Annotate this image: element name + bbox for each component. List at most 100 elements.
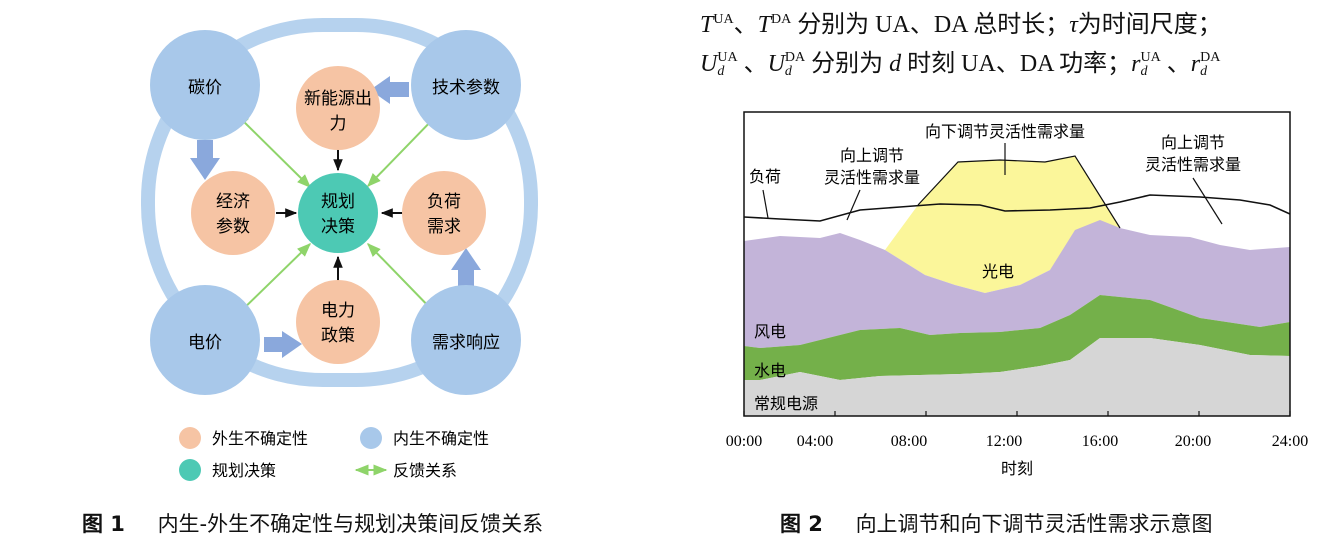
x-tick-label: 08:00	[891, 433, 927, 450]
label-load: 负荷	[749, 167, 781, 186]
symbol-r-da: r	[1190, 51, 1201, 77]
x-tick-label: 24:00	[1272, 433, 1308, 450]
legend-exogenous-swatch	[179, 427, 201, 449]
superscript-ua: UA	[713, 12, 734, 27]
node-power-policy-label-2: 政策	[321, 326, 355, 346]
symbol-r-ua: r	[1131, 51, 1141, 77]
x-tick-label: 16:00	[1082, 433, 1118, 450]
area-wind	[744, 220, 1290, 348]
formula-text: 时刻 UA、DA 功率；	[901, 51, 1132, 77]
node-renewable-output-label-2: 力	[330, 114, 347, 134]
area-hydro	[744, 295, 1290, 380]
label-wind: 风电	[754, 322, 786, 341]
separator: 、	[1160, 51, 1191, 77]
formula-line-1: TUA、TDA 分别为 UA、DA 总时长；τ为时间尺度；	[700, 0, 1222, 45]
curtailment-line	[917, 155, 1121, 229]
subscript-d: d	[784, 64, 792, 80]
figure2-caption: 图 2 向上调节和向下调节灵活性需求示意图	[780, 508, 1213, 538]
x-tick-label: 12:00	[986, 433, 1022, 450]
x-axis	[743, 411, 1291, 416]
figure1-caption-text: 内生-外生不确定性与规划决策间反馈关系	[157, 512, 544, 536]
formula-text: 为时间尺度；	[1077, 12, 1222, 38]
x-tick-label: 00:00	[726, 433, 762, 450]
node-tech-params: 技术参数	[411, 30, 521, 140]
node-economic-params: 经济 参数	[191, 171, 275, 255]
block-arrow-price-to-policy	[264, 331, 302, 358]
node-renewable-output-label-1: 新能源出	[304, 89, 372, 109]
node-planning-decision-label-1: 规划	[321, 192, 355, 212]
block-arrow-tech-to-renewable	[370, 76, 409, 104]
figure1-caption-number: 图 1	[82, 512, 125, 536]
separator: 、	[733, 12, 758, 38]
superscript-da: DA	[784, 50, 806, 66]
area-conventional	[744, 338, 1290, 416]
label-down-flex: 向下调节灵活性需求量	[925, 122, 1085, 141]
superscript-ua: UA	[717, 50, 738, 66]
feedback-arrow-carbon	[235, 113, 311, 188]
pointer-load	[762, 189, 769, 219]
node-renewable-output: 新能源出 力	[296, 66, 380, 150]
node-economic-params-label-1: 经济	[216, 192, 250, 212]
label-conventional: 常规电源	[754, 394, 818, 413]
x-tick-label: 04:00	[797, 433, 833, 450]
node-carbon-price-label: 碳价	[188, 78, 222, 98]
figure2-caption-text: 向上调节和向下调节灵活性需求示意图	[855, 512, 1213, 536]
node-electricity-price: 电价	[150, 285, 260, 395]
node-power-policy: 电力 政策	[296, 280, 380, 364]
node-tech-params-label: 技术参数	[432, 78, 500, 98]
node-demand-response-label: 需求响应	[432, 333, 500, 353]
figure1-diagram: 碳价 技术参数 电价 需求响应 新能源出 力 经济 参数 负荷 需求 电力 政策…	[141, 18, 538, 481]
block-arrow-carbon-to-economic	[190, 140, 220, 180]
legend-exogenous-label: 外生不确定性	[212, 429, 308, 448]
symbol-d: d	[889, 51, 902, 77]
label-up-flex-left-1: 向上调节	[840, 146, 904, 165]
label-up-flex-right-1: 向上调节	[1161, 133, 1225, 152]
label-up-flex-right-2: 灵活性需求量	[1145, 155, 1241, 174]
figure2-chart: 00:00 04:00 08:00 12:00 16:00 20:00 24:0…	[726, 111, 1308, 478]
node-demand-response: 需求响应	[411, 285, 521, 395]
node-carbon-price: 碳价	[150, 30, 260, 140]
load-curve	[744, 194, 1290, 222]
symbol-tau: τ	[1069, 12, 1078, 38]
legend-feedback-label: 反馈关系	[393, 461, 457, 480]
node-economic-params-label-2: 参数	[216, 217, 250, 237]
node-power-policy-label-1: 电力	[321, 301, 355, 321]
label-hydro: 水电	[754, 361, 786, 380]
formula-text: 分别为 UA、DA 总时长；	[791, 12, 1070, 38]
legend: 外生不确定性 内生不确定性 规划决策 反馈关系	[179, 427, 489, 481]
superscript-da: DA	[770, 12, 792, 27]
symbol-T-da: T	[757, 12, 771, 38]
separator: 、	[737, 51, 768, 77]
formula-text: 分别为	[805, 51, 890, 77]
node-load-demand-label-1: 负荷	[427, 192, 461, 212]
label-pv: 光电	[982, 262, 1014, 281]
legend-endogenous-swatch	[360, 427, 382, 449]
node-planning-decision: 规划 决策	[298, 173, 378, 253]
node-planning-decision-label-2: 决策	[321, 217, 355, 237]
symbol-U-da: U	[767, 51, 785, 77]
node-electricity-price-label: 电价	[188, 333, 222, 353]
node-load-demand-label-2: 需求	[427, 217, 461, 237]
x-axis-title: 时刻	[1001, 459, 1033, 478]
feedback-arrow-tech	[367, 112, 439, 188]
subscript-d: d	[1200, 64, 1208, 80]
pointer-up-flex-right	[1192, 177, 1223, 225]
symbol-T-ua: T	[700, 12, 714, 38]
formula-line-2: U UA d 、U DA d 分别为 d 时刻 UA、DA 功率；r UA d 、r DA d	[700, 44, 1220, 84]
x-tick-label: 20:00	[1175, 433, 1211, 450]
subscript-d: d	[1140, 64, 1148, 80]
superscript-da: DA	[1200, 50, 1221, 66]
node-load-demand: 负荷 需求	[402, 171, 486, 255]
legend-decision-swatch	[179, 459, 201, 481]
figure1-caption: 图 1 内生-外生不确定性与规划决策间反馈关系	[82, 508, 543, 538]
feedback-arrow-price	[234, 243, 312, 317]
legend-endogenous-label: 内生不确定性	[393, 429, 489, 448]
figure2-caption-number: 图 2	[780, 512, 823, 536]
outer-ring	[141, 18, 538, 387]
superscript-ua: UA	[1140, 50, 1161, 66]
label-up-flex-left-2: 灵活性需求量	[824, 168, 920, 187]
subscript-d: d	[717, 64, 725, 80]
block-arrow-response-to-load	[451, 248, 481, 290]
symbol-U-ua: U	[700, 51, 718, 77]
legend-decision-label: 规划决策	[212, 461, 276, 480]
